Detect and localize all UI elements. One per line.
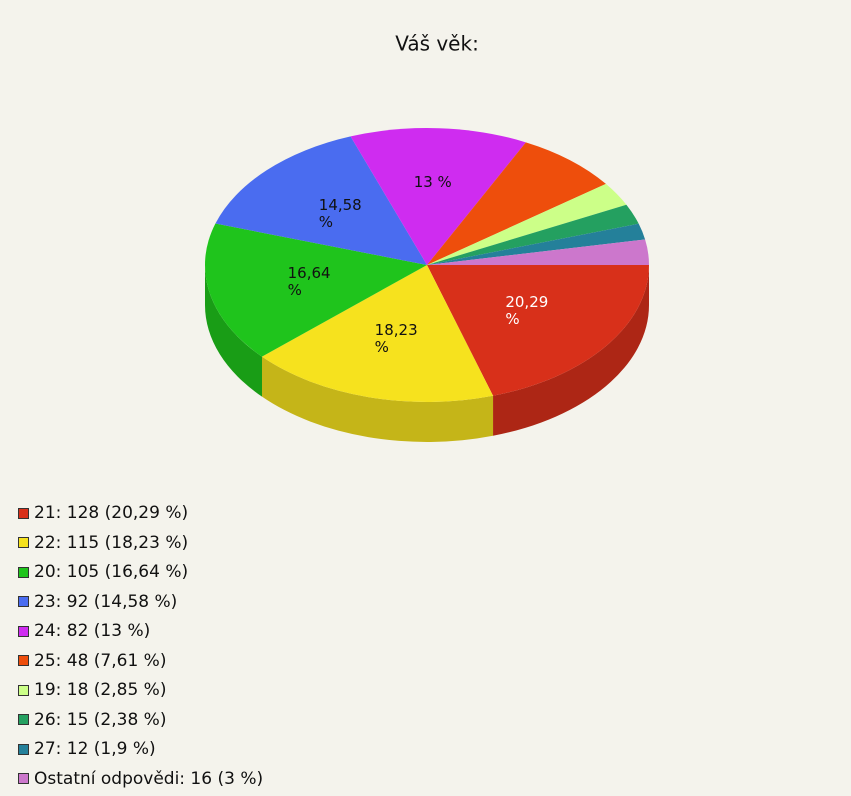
legend-label: 23: 92 (14,58 %)	[34, 591, 178, 612]
legend-item: 27: 12 (1,9 %)	[18, 739, 156, 759]
legend-label: Ostatní odpovědi: 16 (3 %)	[34, 768, 264, 789]
legend-label: 24: 82 (13 %)	[34, 621, 151, 641]
legend-swatch	[18, 625, 29, 637]
slice	[215, 136, 427, 265]
legend-label: 19: 18 (2,85 %)	[34, 680, 167, 700]
legend-item: 20: 105 (16,64 %)	[18, 562, 188, 582]
legend-item: 25: 48 (7,61 %)	[18, 651, 166, 671]
legend-swatch	[18, 655, 29, 666]
slice	[427, 142, 606, 265]
legend-item: 22: 115 (18,23 %)	[18, 533, 188, 553]
legend-item: 23: 92 (14,58 %)	[18, 592, 177, 612]
slice	[427, 223, 646, 265]
legend-swatch	[18, 684, 29, 696]
legend-swatch	[18, 566, 29, 578]
legend-item: 19: 18 (2,85 %)	[18, 680, 166, 700]
legend-label: 26: 15 (2,38 %)	[34, 709, 167, 730]
slice	[261, 265, 494, 402]
slice-label: 18,23 %	[374, 320, 418, 356]
legend-item: 26: 15 (2,38 %)	[18, 710, 166, 730]
slice-side	[493, 265, 649, 436]
slice-side	[205, 265, 262, 397]
slice-side	[261, 356, 494, 442]
legend-label: 22: 115 (18,23 %)	[34, 532, 189, 553]
legend-label: 27: 12 (1,9 %)	[34, 739, 156, 759]
legend-label: 20: 105 (16,64 %)	[34, 562, 189, 582]
slice-label: 14,58 %	[318, 195, 362, 231]
legend-item: 21: 128 (20,29 %)	[18, 503, 188, 523]
slice-label: 13 %	[413, 172, 452, 191]
legend-label: 25: 48 (7,61 %)	[34, 650, 167, 671]
slice-label: 16,64 %	[287, 263, 331, 299]
legend-swatch	[18, 773, 29, 784]
legend-swatch	[18, 714, 29, 725]
slice	[427, 204, 639, 265]
slice	[427, 265, 649, 396]
legend-swatch	[18, 537, 29, 548]
chart-title: Váš věk:	[395, 32, 479, 56]
slice	[204, 223, 427, 357]
slice-label: 20,29 %	[505, 292, 549, 328]
legend-swatch	[18, 596, 29, 607]
legend-swatch	[18, 743, 29, 755]
legend-label: 21: 128 (20,29 %)	[34, 503, 189, 523]
slice	[427, 183, 627, 265]
legend-item: 24: 82 (13 %)	[18, 621, 150, 641]
slice	[350, 128, 526, 265]
slice	[427, 239, 649, 265]
legend-swatch	[18, 507, 29, 519]
legend-item: Ostatní odpovědi: 16 (3 %)	[18, 769, 263, 789]
